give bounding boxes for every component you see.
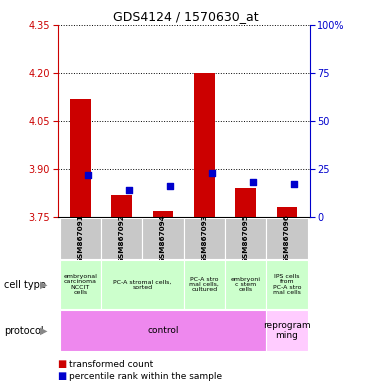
Bar <box>225 218 266 259</box>
Text: GSM867096: GSM867096 <box>284 214 290 263</box>
Text: ■: ■ <box>58 371 67 381</box>
Text: percentile rank within the sample: percentile rank within the sample <box>69 372 222 381</box>
Text: embryoni
c stem
cells: embryoni c stem cells <box>231 276 261 293</box>
Text: GSM867093: GSM867093 <box>201 214 207 263</box>
Bar <box>277 207 298 217</box>
Bar <box>101 260 184 309</box>
Text: GDS4124 / 1570630_at: GDS4124 / 1570630_at <box>113 10 258 23</box>
Bar <box>142 218 184 259</box>
Text: transformed count: transformed count <box>69 359 153 369</box>
Bar <box>194 73 215 217</box>
Bar <box>225 260 266 309</box>
Text: ▶: ▶ <box>40 280 47 290</box>
Text: GSM867091: GSM867091 <box>77 214 83 263</box>
Bar <box>101 218 142 259</box>
Bar <box>266 310 308 351</box>
Point <box>85 172 91 178</box>
Text: ■: ■ <box>58 359 67 369</box>
Point <box>292 181 298 187</box>
Bar <box>111 195 132 217</box>
Point <box>167 183 173 189</box>
Point <box>209 170 215 176</box>
Text: IPS cells
from
PC-A stro
mal cells: IPS cells from PC-A stro mal cells <box>273 274 301 295</box>
Text: GSM867092: GSM867092 <box>119 214 125 263</box>
Bar <box>235 188 256 217</box>
Bar <box>60 218 101 259</box>
Text: GSM867095: GSM867095 <box>243 214 249 263</box>
Text: ▶: ▶ <box>40 326 47 336</box>
Point <box>250 179 256 185</box>
Text: cell type: cell type <box>4 280 46 290</box>
Text: control: control <box>147 326 179 335</box>
Bar <box>184 218 225 259</box>
Bar <box>60 260 101 309</box>
Bar <box>70 99 91 217</box>
Text: PC-A stromal cells,
sorted: PC-A stromal cells, sorted <box>113 279 171 290</box>
Bar <box>152 210 173 217</box>
Text: GSM867094: GSM867094 <box>160 214 166 263</box>
Text: reprogram
ming: reprogram ming <box>263 321 311 340</box>
Point <box>126 187 132 193</box>
Bar <box>60 310 266 351</box>
Text: PC-A stro
mal cells,
cultured: PC-A stro mal cells, cultured <box>189 276 219 293</box>
Text: protocol: protocol <box>4 326 43 336</box>
Bar <box>184 260 225 309</box>
Text: embryonal
carcinoma
NCCIT
cells: embryonal carcinoma NCCIT cells <box>63 274 97 295</box>
Bar <box>266 218 308 259</box>
Bar <box>266 260 308 309</box>
